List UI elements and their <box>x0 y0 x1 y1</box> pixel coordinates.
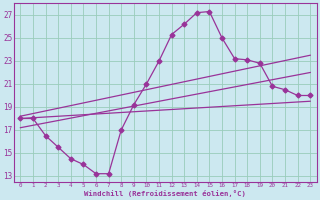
X-axis label: Windchill (Refroidissement éolien,°C): Windchill (Refroidissement éolien,°C) <box>84 190 246 197</box>
